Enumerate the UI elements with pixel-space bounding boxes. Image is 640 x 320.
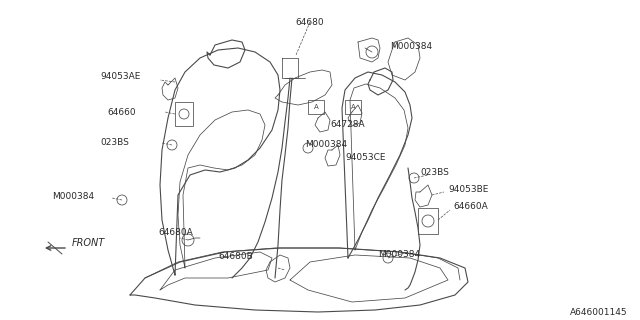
Bar xyxy=(175,102,193,126)
Text: M000384: M000384 xyxy=(378,250,420,259)
Text: 94053AE: 94053AE xyxy=(100,72,140,81)
Text: 94053CE: 94053CE xyxy=(345,153,385,162)
Text: 64680A: 64680A xyxy=(158,228,193,237)
Text: 64728A: 64728A xyxy=(330,120,365,129)
Bar xyxy=(418,208,438,234)
Text: 94053BE: 94053BE xyxy=(448,185,488,194)
Text: 023BS: 023BS xyxy=(100,138,129,147)
Text: M000384: M000384 xyxy=(52,192,94,201)
Text: 64660A: 64660A xyxy=(453,202,488,211)
Text: A646001145: A646001145 xyxy=(570,308,628,317)
Text: 64680B: 64680B xyxy=(218,252,253,261)
Text: A: A xyxy=(351,104,355,110)
Text: 023BS: 023BS xyxy=(420,168,449,177)
Text: FRONT: FRONT xyxy=(72,238,105,248)
Text: A: A xyxy=(314,104,318,110)
Text: M000384: M000384 xyxy=(305,140,347,149)
Text: M000384: M000384 xyxy=(390,42,432,51)
Text: 64660: 64660 xyxy=(107,108,136,117)
Text: 64680: 64680 xyxy=(296,18,324,27)
